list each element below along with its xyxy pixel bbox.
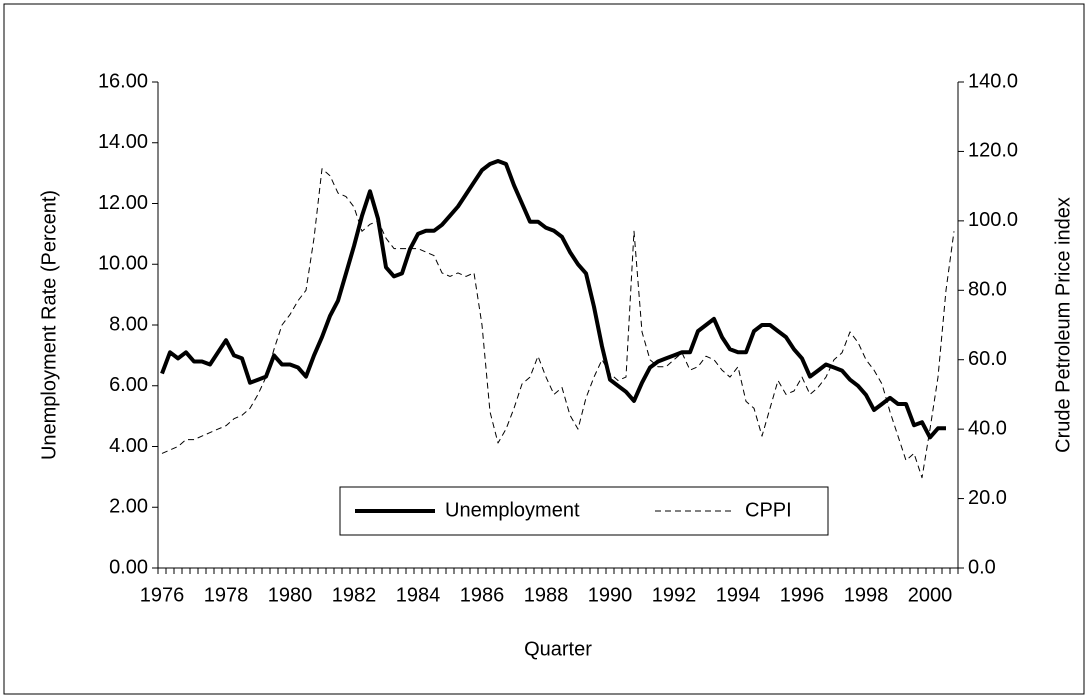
y2-tick-label: 40.0	[968, 417, 1007, 439]
y2-tick-label: 140.0	[968, 70, 1018, 92]
x-tick-label: 1994	[716, 584, 761, 606]
x-tick-label: 1980	[268, 584, 313, 606]
x-tick-label: 2000	[908, 584, 953, 606]
x-tick-label: 1976	[140, 584, 185, 606]
x-tick-label: 1996	[780, 584, 825, 606]
x-tick-label: 1998	[844, 584, 889, 606]
y-tick-label: 12.00	[98, 192, 148, 214]
y-tick-label: 0.00	[109, 556, 148, 578]
x-tick-label: 1978	[204, 584, 249, 606]
x-tick-label: 1982	[332, 584, 377, 606]
x-tick-label: 1986	[460, 584, 505, 606]
y2-tick-label: 60.0	[968, 348, 1007, 370]
y-tick-label: 10.00	[98, 253, 148, 275]
x-tick-label: 1992	[652, 584, 697, 606]
legend-label: CPPI	[745, 499, 792, 521]
x-tick-label: 1990	[588, 584, 633, 606]
legend-label: Unemployment	[445, 499, 580, 521]
chart-border	[3, 3, 1085, 695]
y2-tick-label: 0.0	[968, 556, 996, 578]
y-tick-label: 8.00	[109, 313, 148, 335]
x-tick-label: 1984	[396, 584, 441, 606]
y2-axis-title: Crude Petroleum Price index	[1052, 197, 1074, 453]
y2-tick-label: 100.0	[968, 209, 1018, 231]
y-tick-label: 6.00	[109, 374, 148, 396]
y-tick-label: 14.00	[98, 131, 148, 153]
y-tick-label: 4.00	[109, 435, 148, 457]
y2-tick-label: 20.0	[968, 487, 1007, 509]
y-tick-label: 2.00	[109, 496, 148, 518]
y2-tick-label: 80.0	[968, 279, 1007, 301]
x-axis-title: Quarter	[524, 638, 592, 660]
series-line	[160, 159, 946, 440]
y-axis-title: Unemployment Rate (Percent)	[38, 190, 60, 460]
x-tick-label: 1988	[524, 584, 569, 606]
y-tick-label: 16.00	[98, 70, 148, 92]
y2-tick-label: 120.0	[968, 140, 1018, 162]
series-line	[161, 168, 955, 479]
